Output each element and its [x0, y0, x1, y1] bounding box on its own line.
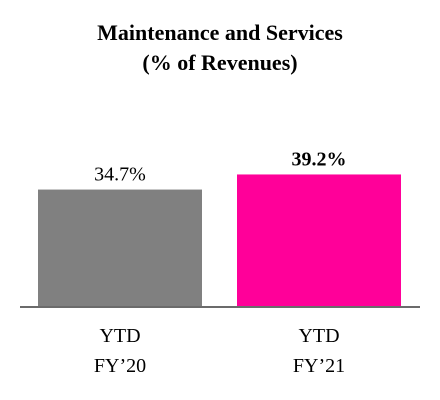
chart-title: Maintenance and Services (% of Revenues)	[0, 18, 440, 78]
x-tick-label-1-0: YTD	[298, 325, 339, 347]
x-tick-label-0-1: FY’20	[94, 355, 146, 377]
chart-title-line-2: (% of Revenues)	[142, 50, 298, 75]
data-label-0: 34.7%	[94, 164, 146, 186]
bar-1	[237, 174, 401, 306]
chart-title-line-1: Maintenance and Services	[97, 20, 343, 45]
x-tick-label-0-0: YTD	[99, 325, 140, 347]
data-label-1: 39.2%	[292, 148, 347, 170]
bar-0	[38, 189, 202, 306]
x-tick-label-1-1: FY’21	[293, 355, 345, 377]
